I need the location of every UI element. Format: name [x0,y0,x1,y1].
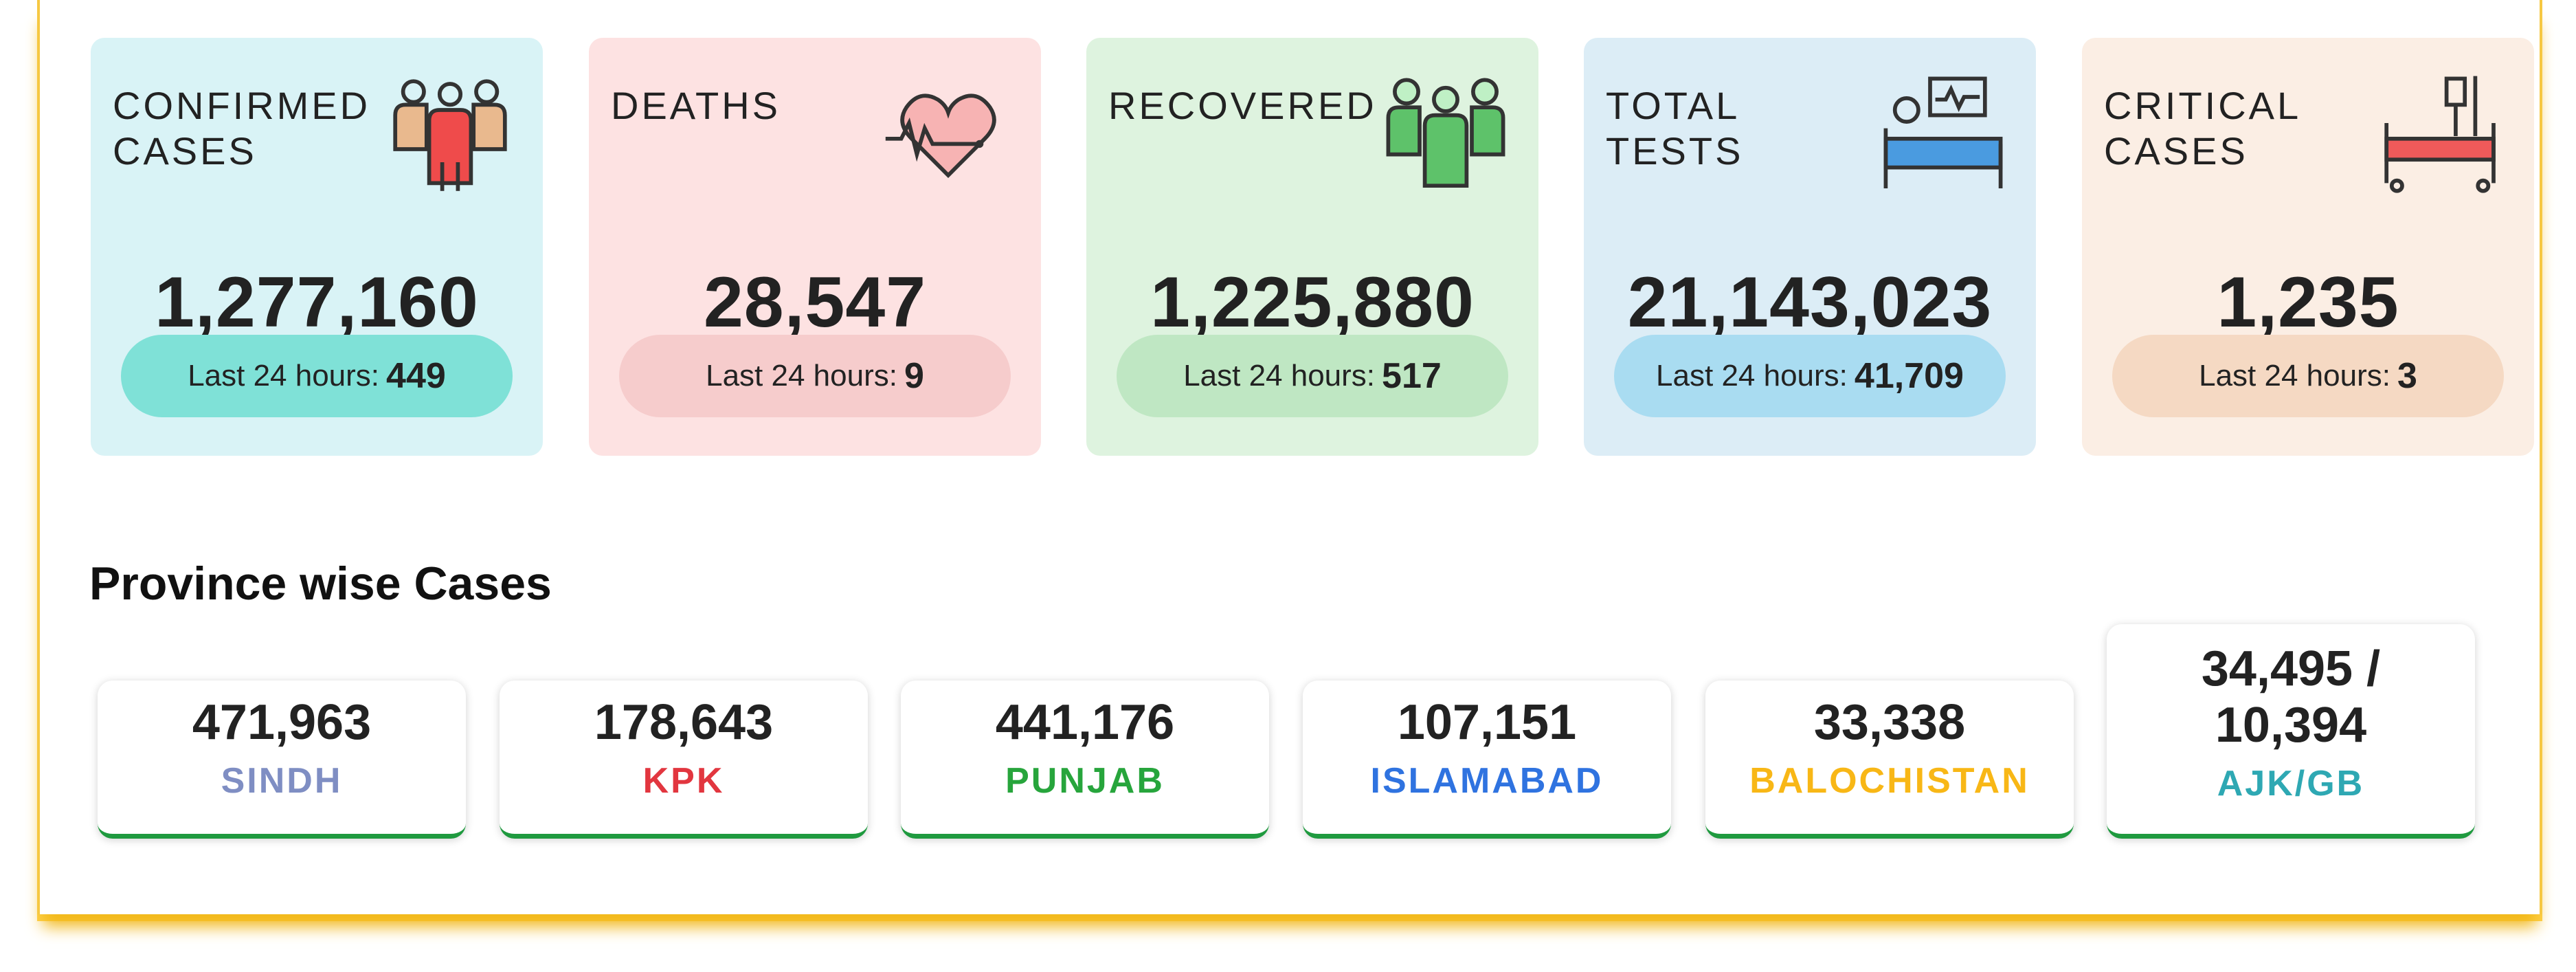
card-title: CRITICAL CASES [2104,84,2302,173]
province-name: PUNJAB [1005,761,1165,801]
province-value: 178,643 [594,695,774,750]
last-24h-value: 517 [1382,356,1442,396]
province-card-ajk-gb: 34,495 / 10,394 AJK/GB [2107,624,2475,839]
province-name: AJK/GB [2217,764,2365,804]
last-24h-value: 41,709 [1854,356,1964,396]
last-24h-badge: Last 24 hours: 449 [121,335,513,417]
total-tests-value: 21,143,023 [1627,263,1993,342]
province-card-islamabad: 107,151 ISLAMABAD [1303,681,1671,839]
section-title: Province wise Cases [89,557,552,610]
last-24h-value: 3 [2397,356,2417,396]
deaths-value: 28,547 [703,263,927,342]
province-value: 34,495 / 10,394 [2201,641,2381,753]
province-card-balochistan: 33,338 BALOCHISTAN [1705,681,2074,839]
last-24h-label: Last 24 hours: [188,359,380,393]
recovered-value: 1,225,880 [1150,263,1475,342]
last-24h-label: Last 24 hours: [1656,359,1848,393]
heartbeat-icon [885,93,996,179]
province-card-sindh: 471,963 SINDH [98,681,466,839]
province-name: KPK [642,761,725,801]
confirmed-cases-card: CONFIRMED CASES 1,277,160 Last 24 hours:… [91,38,543,456]
confirmed-cases-value: 1,277,160 [155,263,479,342]
province-name: SINDH [221,761,343,801]
card-title: DEATHS [611,84,781,127]
province-value: 471,963 [192,695,372,750]
last-24h-value: 9 [904,356,924,396]
province-card-punjab: 441,176 PUNJAB [901,681,1269,839]
critical-cases-card: CRITICAL CASES 1,235 Last 24 hours: 3 [2082,38,2534,456]
last-24h-label: Last 24 hours: [1183,359,1376,393]
last-24h-badge: Last 24 hours: 41,709 [1614,335,2006,417]
last-24h-badge: Last 24 hours: 3 [2112,335,2504,417]
last-24h-value: 449 [386,356,446,396]
card-title: CONFIRMED CASES [113,84,371,173]
patient-monitor-icon [1883,76,2003,188]
province-value: 441,176 [995,695,1175,750]
deaths-card: DEATHS 28,547 Last 24 hours: 9 [589,38,1041,456]
last-24h-label: Last 24 hours: [706,359,897,393]
hospital-bed-icon [2384,76,2496,193]
province-value: 33,338 [1813,695,1966,750]
total-tests-card: TOTAL TESTS 21,143,023 Last 24 hours: 41… [1584,38,2036,456]
last-24h-badge: Last 24 hours: 517 [1117,335,1508,417]
recovered-people-icon [1386,78,1505,188]
province-name: BALOCHISTAN [1749,761,2030,801]
province-name: ISLAMABAD [1370,761,1604,801]
last-24h-label: Last 24 hours: [2199,359,2390,393]
province-value: 107,151 [1397,695,1577,750]
last-24h-badge: Last 24 hours: 9 [619,335,1011,417]
recovered-card: RECOVERED 1,225,880 Last 24 hours: 517 [1086,38,1538,456]
people-group-icon [393,79,507,191]
card-title: RECOVERED [1108,84,1377,127]
card-title: TOTAL TESTS [1606,84,1744,173]
critical-cases-value: 1,235 [2217,263,2399,342]
province-card-kpk: 178,643 KPK [500,681,868,839]
